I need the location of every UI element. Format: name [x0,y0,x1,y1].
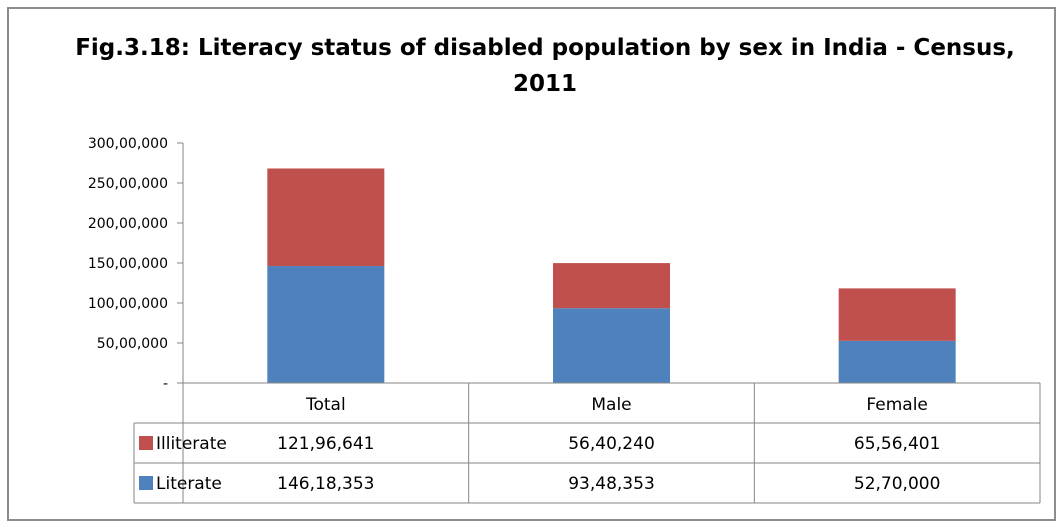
y-tick-label: 200,00,000 [88,216,168,232]
table-cell-value: 93,48,353 [568,474,655,494]
legend-key-literate [139,476,153,490]
bar-illiterate-total [267,168,385,267]
bar-literate-total [267,266,385,383]
bar-literate-female [838,340,956,383]
chart-frame [7,7,1056,521]
table-cell-value: 121,96,641 [277,434,374,454]
legend-label-literate: Literate [156,474,222,494]
table-cell-value: 56,40,240 [568,434,655,454]
y-tick-label: 50,00,000 [97,336,168,352]
y-tick-label: 250,00,000 [88,176,168,192]
table-cell-value: 146,18,353 [277,474,374,494]
bar-literate-male [553,308,670,383]
table-cell-value: 65,56,401 [854,434,941,454]
category-label: Total [305,395,346,415]
bar-illiterate-female [838,288,956,341]
legend-key-illiterate [139,436,153,450]
category-label: Male [591,395,631,415]
y-tick-label: - [163,376,168,392]
y-tick-label: 150,00,000 [88,256,168,272]
category-label: Female [866,395,927,415]
table-cell-value: 52,70,000 [854,474,941,494]
y-tick-label: 300,00,000 [88,136,168,152]
y-tick-label: 100,00,000 [88,296,168,312]
chart-title: Fig.3.18: Literacy status of disabled po… [75,35,1015,97]
legend-label-illiterate: Illiterate [156,434,227,454]
bar-illiterate-male [553,263,670,309]
